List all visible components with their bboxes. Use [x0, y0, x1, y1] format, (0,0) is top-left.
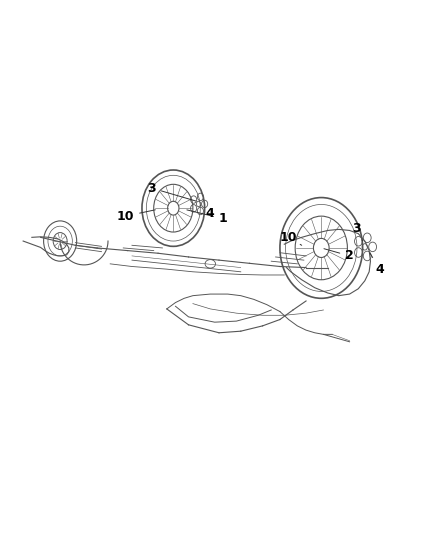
Text: 1: 1: [187, 210, 228, 225]
Text: 10: 10: [117, 209, 155, 223]
Text: 2: 2: [324, 249, 354, 262]
Text: 3: 3: [147, 182, 196, 201]
Text: 4: 4: [201, 206, 215, 220]
Text: 3: 3: [352, 222, 363, 241]
Text: 4: 4: [370, 253, 385, 276]
Text: 10: 10: [280, 231, 302, 245]
